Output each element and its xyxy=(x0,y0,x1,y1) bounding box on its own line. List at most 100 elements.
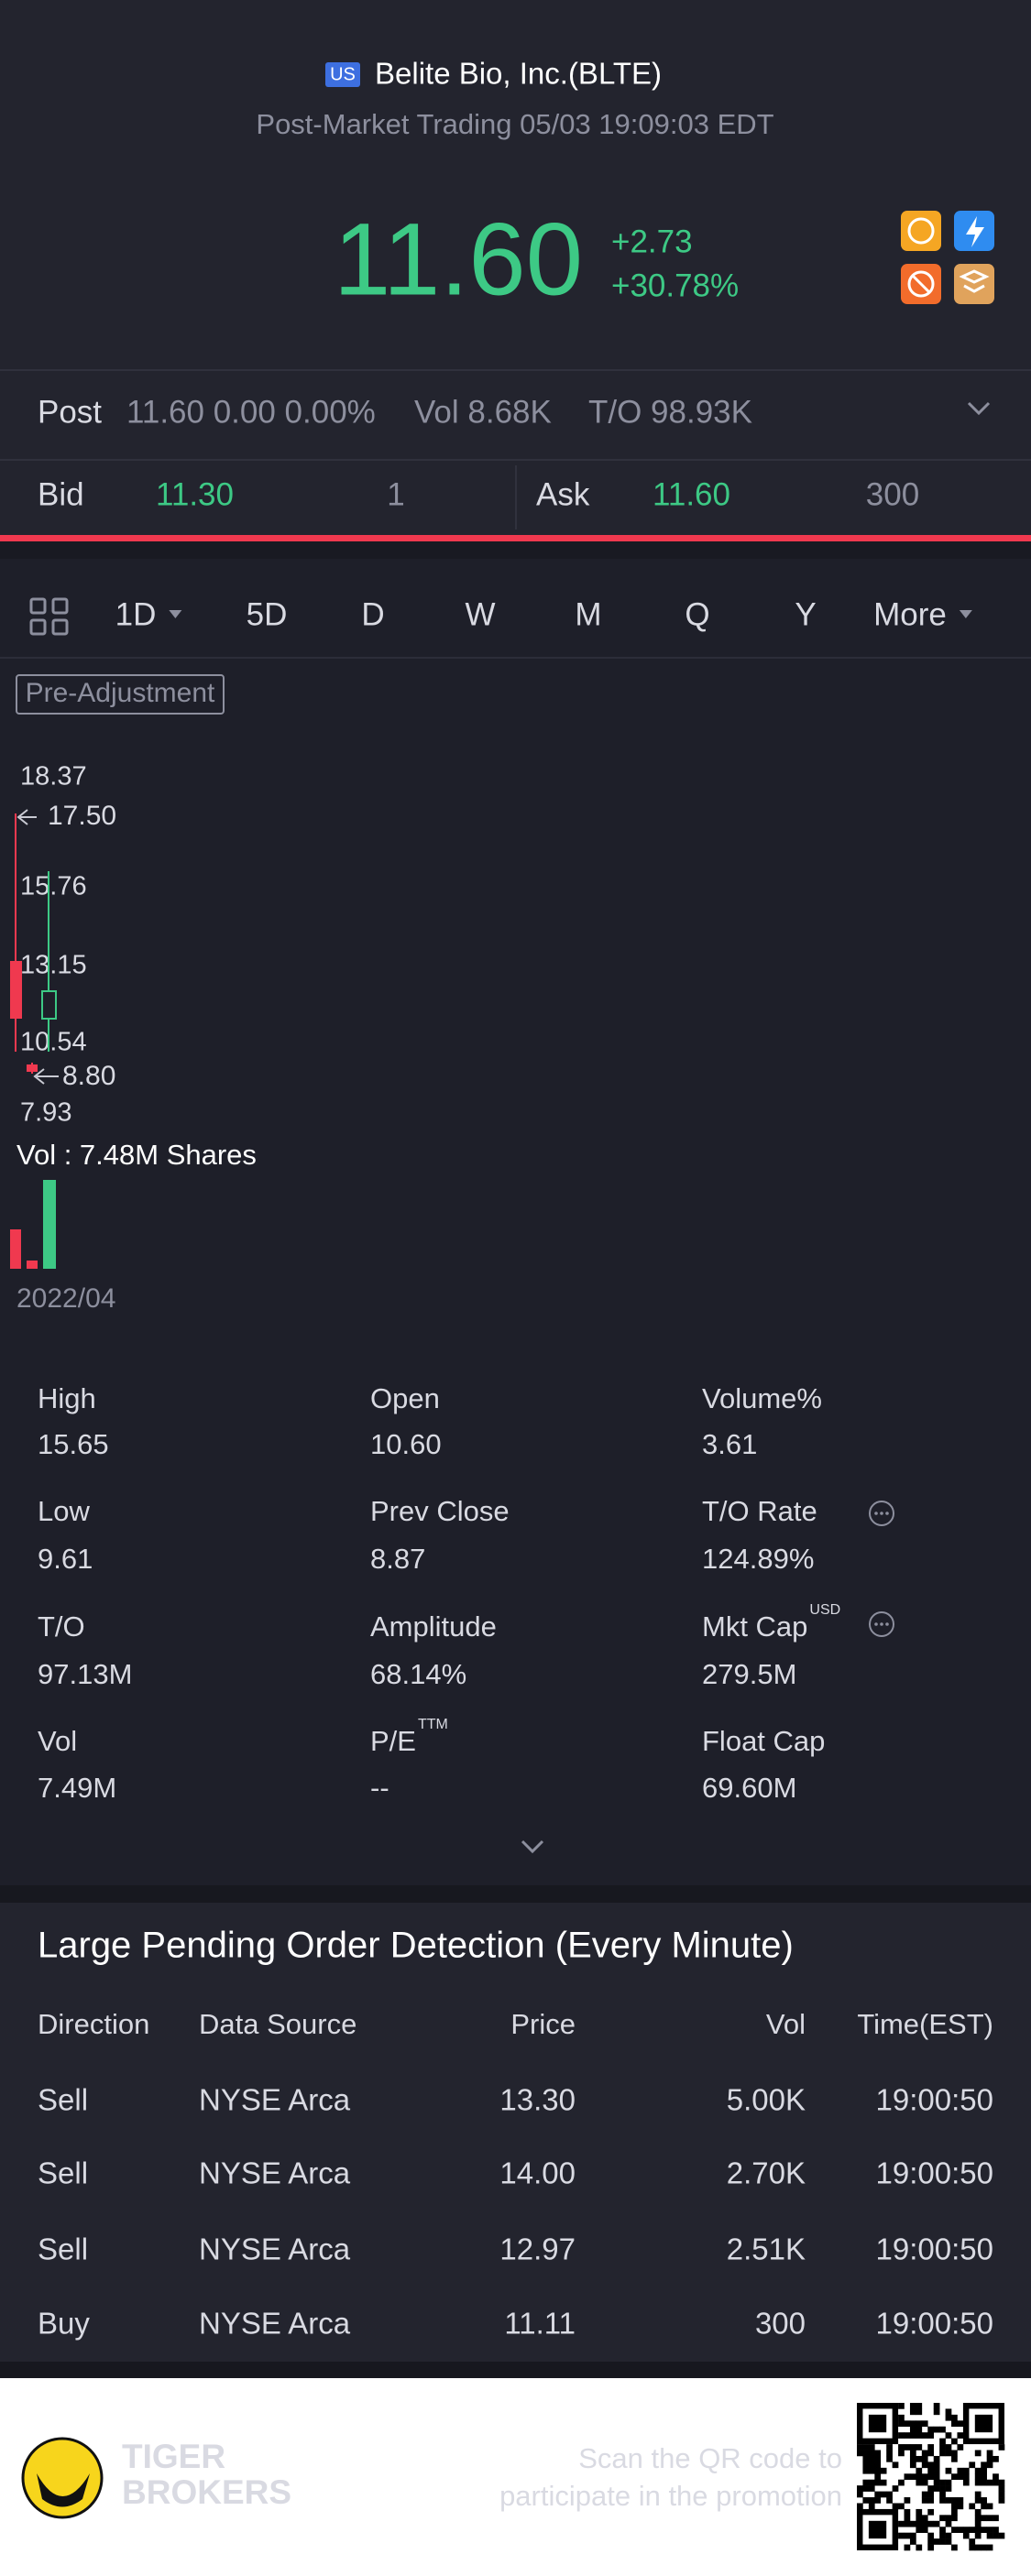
column-header: Price xyxy=(510,2008,576,2040)
stat-label: Open xyxy=(370,1382,440,1414)
qr-module xyxy=(981,2544,987,2551)
expand-chevron[interactable] xyxy=(967,401,991,416)
order-vol: 2.51K xyxy=(727,2232,806,2266)
qr-finder xyxy=(868,2414,887,2433)
stat-value: 10.60 xyxy=(370,1428,442,1460)
qr-module xyxy=(969,2544,976,2551)
dropdown-arrow xyxy=(959,610,972,618)
period-tab[interactable]: 1D xyxy=(115,596,157,632)
adjustment-button[interactable] xyxy=(16,674,225,715)
icon-glyph xyxy=(911,274,931,294)
qr-module xyxy=(857,2450,863,2457)
qr-module xyxy=(939,2450,946,2457)
order-source: NYSE Arca xyxy=(199,2156,351,2190)
qr-finder xyxy=(974,2414,993,2433)
expand-chevron[interactable] xyxy=(521,1839,544,1854)
post-label: Post xyxy=(38,394,102,430)
qr-module xyxy=(921,2497,928,2504)
qr-module xyxy=(921,2455,928,2462)
qr-module xyxy=(998,2444,1005,2450)
period-tab[interactable]: More xyxy=(873,596,947,632)
qr-module xyxy=(981,2497,987,2504)
qr-module xyxy=(921,2450,928,2457)
qr-module xyxy=(880,2479,887,2486)
qr-module xyxy=(927,2444,935,2450)
brand: TIGER xyxy=(122,2438,225,2475)
qr-module xyxy=(951,2497,958,2504)
stat-value: 15.65 xyxy=(38,1428,109,1460)
period-tab[interactable]: 5D xyxy=(247,596,288,632)
icon[interactable] xyxy=(954,264,994,304)
stat-label: Amplitude xyxy=(370,1610,497,1643)
qr-module xyxy=(916,2520,923,2527)
stat-value: 8.87 xyxy=(370,1543,425,1575)
qr-module xyxy=(921,2420,928,2428)
icon-part xyxy=(29,597,47,615)
info-icon[interactable] xyxy=(869,1611,894,1637)
qr-module xyxy=(898,2444,905,2450)
period-tab[interactable]: W xyxy=(465,596,495,632)
qr-module xyxy=(993,2473,999,2481)
qr-module xyxy=(898,2532,905,2539)
qr-module xyxy=(880,2467,887,2474)
qr-module xyxy=(904,2444,911,2450)
price-line xyxy=(0,535,1031,541)
qr-module xyxy=(898,2479,905,2486)
qr-module xyxy=(921,2473,928,2481)
stat-superscript: TTM xyxy=(418,1717,448,1732)
qr-module xyxy=(998,2497,1005,2504)
qr-module xyxy=(862,2497,870,2504)
stat-label: Float Cap xyxy=(702,1725,825,1757)
stat-label: Vol xyxy=(38,1725,77,1757)
bid-price: 11.30 xyxy=(156,476,234,512)
period-tab[interactable]: D xyxy=(361,596,384,632)
stat-label: T/O Rate xyxy=(702,1495,817,1527)
qr-module xyxy=(916,2508,923,2516)
qr-module xyxy=(868,2461,875,2469)
qr-module xyxy=(939,2479,946,2486)
layout-icon[interactable] xyxy=(29,597,69,636)
stat-value: 9.61 xyxy=(38,1543,93,1575)
stat-value: -- xyxy=(370,1772,389,1804)
period-tab[interactable]: Q xyxy=(685,596,709,632)
qr-module xyxy=(857,2491,863,2498)
section-title: Large Pending Order Detection (Every Min… xyxy=(38,1926,794,1966)
order-price: 14.00 xyxy=(499,2156,576,2190)
qr-module xyxy=(981,2527,987,2533)
order-direction: Sell xyxy=(38,2156,88,2190)
info-icon[interactable] xyxy=(869,1501,894,1526)
stat-value: 97.13M xyxy=(38,1658,132,1690)
qr-module xyxy=(951,2473,958,2481)
qr-module xyxy=(993,2515,999,2522)
period-tab[interactable]: Y xyxy=(795,596,816,632)
qr-module xyxy=(916,2479,923,2486)
qr-module xyxy=(945,2532,952,2539)
qr-module xyxy=(904,2520,911,2527)
qr-module xyxy=(962,2473,970,2481)
qr-module xyxy=(957,2467,964,2474)
column-header: Data Source xyxy=(199,2008,356,2040)
order-source: NYSE Arca xyxy=(199,2083,351,2117)
qr-module xyxy=(981,2515,987,2522)
order-time: 19:00:50 xyxy=(876,2083,993,2117)
stat-value: 7.49M xyxy=(38,1772,116,1804)
qr-module xyxy=(974,2520,982,2527)
qr-module xyxy=(986,2479,993,2486)
promo-text: Scan the QR code to xyxy=(578,2442,842,2474)
period-tab[interactable]: M xyxy=(575,596,601,632)
order-vol: 5.00K xyxy=(727,2083,806,2117)
qr-module xyxy=(921,2515,928,2522)
icon-glyph xyxy=(907,270,935,298)
icon-glyph xyxy=(907,217,935,245)
qr-module xyxy=(916,2527,923,2533)
qr-module xyxy=(993,2479,999,2486)
icon[interactable] xyxy=(901,211,941,251)
qr-module xyxy=(916,2444,923,2450)
qr-module xyxy=(986,2527,993,2533)
qr-module xyxy=(981,2479,987,2486)
qr-module xyxy=(868,2450,875,2457)
qr-module xyxy=(927,2544,935,2551)
qr-module xyxy=(909,2450,916,2457)
feature-icons[interactable] xyxy=(901,211,994,304)
qr-module xyxy=(933,2403,940,2409)
